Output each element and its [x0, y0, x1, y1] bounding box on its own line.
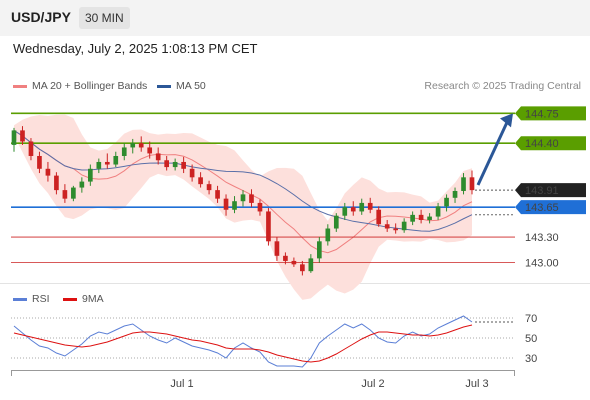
candle-body: [427, 216, 432, 220]
legend-label-rsi: RSI: [32, 293, 50, 305]
candle-body: [257, 202, 263, 212]
candle-body: [104, 161, 110, 165]
candle-body: [367, 202, 373, 210]
candle-body: [283, 255, 288, 261]
candle-body: [266, 211, 271, 242]
level-tag-143.65: [515, 200, 586, 215]
timestamp: Wednesday, July 2, 2025 1:08:13 PM CET: [13, 41, 258, 56]
legend-rsi: RSI: [13, 293, 50, 305]
candle-body: [317, 241, 322, 259]
candle-body: [88, 168, 93, 182]
x-tick-label-jul-1: Jul 1: [170, 378, 193, 390]
rsi-series-9ma: [13, 324, 473, 363]
candle-body: [401, 221, 407, 231]
candle-body: [189, 168, 195, 178]
legend-label-ma50: MA 50: [176, 80, 206, 92]
candle-body: [393, 228, 398, 231]
level-tag-144.75: [515, 106, 586, 121]
candle-body: [62, 190, 68, 199]
level-label-143.00: 143.00: [525, 258, 559, 270]
candle-body: [45, 168, 51, 176]
candle-body: [359, 202, 365, 212]
candle-body: [113, 155, 119, 165]
candle-body: [418, 214, 424, 220]
forecast-arrow-shaft: [476, 121, 509, 186]
candle-body: [384, 224, 390, 229]
rsi-tick-50: 50: [525, 333, 537, 345]
candle-body: [121, 147, 127, 156]
rsi-tick-70: 70: [525, 313, 537, 325]
candle-body: [172, 161, 178, 168]
current-price-label: 143.91: [525, 185, 559, 197]
candle-body: [155, 153, 161, 161]
candle-body: [469, 177, 475, 191]
legend-label-9ma: 9MA: [82, 293, 104, 305]
candle-body: [79, 181, 85, 188]
candle-body: [11, 130, 17, 145]
candle-body: [308, 258, 314, 272]
candle-body: [240, 194, 246, 202]
candle-body: [181, 161, 186, 169]
rsi-series-rsi: [13, 315, 473, 368]
candle-body: [198, 177, 203, 185]
timeframe-badge[interactable]: 30 MIN: [79, 7, 130, 29]
candle-body: [452, 190, 458, 198]
copyright-text: Research © 2025 Trading Central: [424, 80, 581, 92]
candle-body: [350, 207, 356, 212]
header-bar: USD/JPY 30 MIN: [0, 0, 590, 36]
legend-swatch-rsi: [13, 297, 27, 301]
candle-body: [291, 260, 297, 265]
level-label-144.75: 144.75: [525, 108, 559, 120]
candle-body: [20, 130, 25, 142]
candle-body: [223, 198, 229, 210]
level-label-143.65: 143.65: [525, 202, 559, 214]
candle-body: [435, 206, 441, 217]
level-tag-144.40: [515, 136, 586, 151]
legend-swatch-ma20: [13, 84, 27, 88]
x-tick-label-jul-2: Jul 2: [361, 378, 384, 390]
candle-body: [147, 147, 153, 154]
candle-body: [96, 161, 102, 169]
legend-9ma: 9MA: [63, 293, 104, 305]
candle-body: [461, 177, 466, 191]
candle-body: [206, 184, 212, 191]
candle-body: [274, 241, 280, 256]
legend-swatch-9ma: [63, 297, 77, 301]
candle-body: [342, 207, 348, 216]
candle-body: [71, 187, 76, 199]
candle-body: [300, 264, 305, 272]
rsi-tick-30: 30: [525, 353, 537, 365]
candle-body: [28, 141, 34, 156]
forecast-arrow-head: [500, 113, 513, 128]
candle-body: [164, 160, 169, 168]
candle-body: [54, 175, 59, 191]
symbol-title: USD/JPY: [11, 9, 71, 25]
x-tick-label-jul-3: Jul 3: [465, 378, 488, 390]
candle-body: [215, 190, 220, 199]
candle-body: [232, 201, 237, 210]
candle-body: [444, 197, 449, 207]
candle-body: [130, 143, 136, 148]
candle-body: [333, 215, 339, 229]
candle-body: [37, 155, 42, 169]
candle-body: [325, 228, 331, 242]
candle-body: [376, 209, 382, 225]
candle-body: [410, 214, 415, 222]
legend-ma20-bb: MA 20 + Bollinger Bands: [13, 80, 147, 92]
legend-swatch-ma50: [157, 84, 171, 88]
candle-body: [138, 143, 144, 148]
current-price-tag: [515, 183, 586, 198]
level-label-144.40: 144.40: [525, 138, 559, 150]
candle-body: [249, 194, 254, 203]
legend-ma50: MA 50: [157, 80, 206, 92]
legend-label-ma20: MA 20 + Bollinger Bands: [32, 80, 148, 92]
level-label-143.30: 143.30: [525, 232, 559, 244]
